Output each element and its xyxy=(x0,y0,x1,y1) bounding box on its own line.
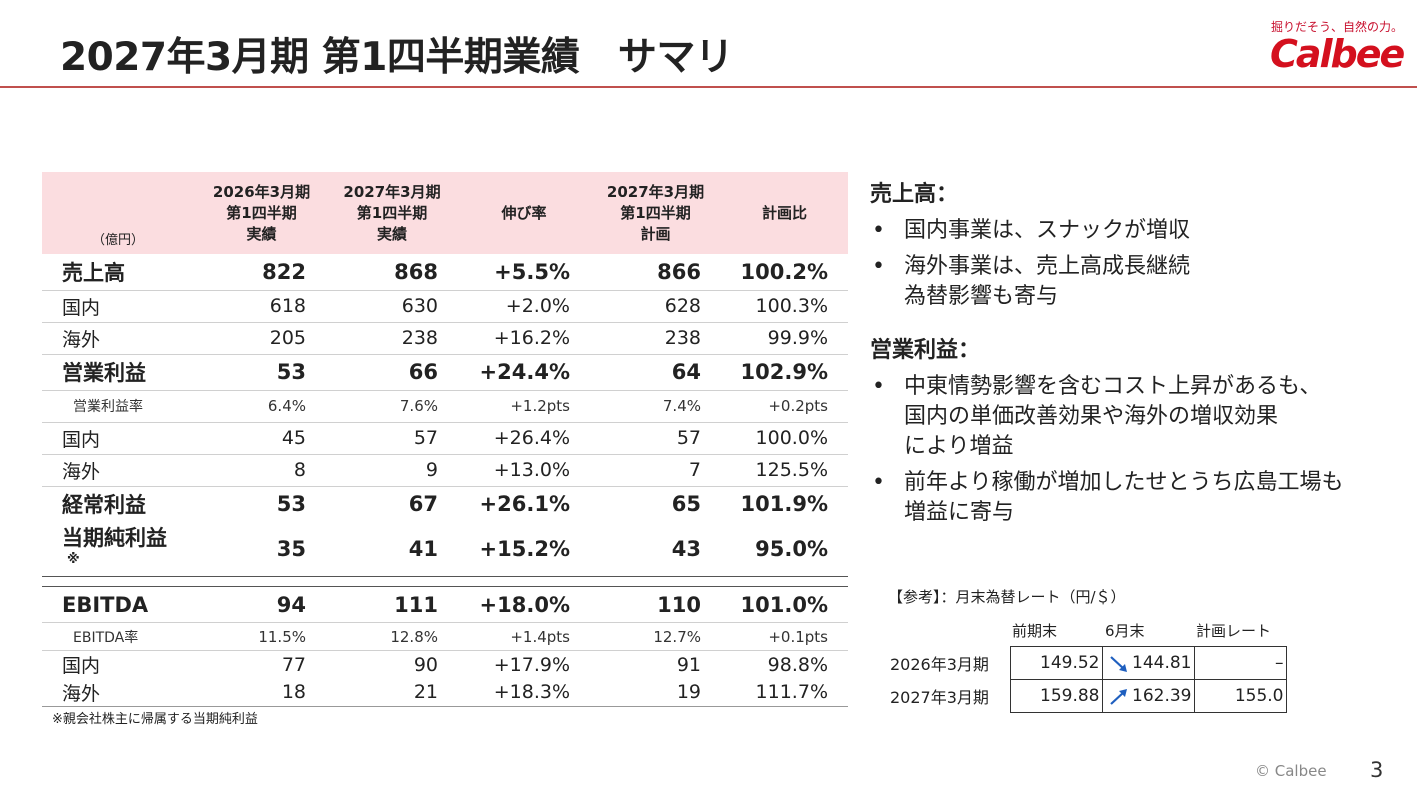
unit-label: （億円） xyxy=(42,172,197,254)
footnote-mark: ※ xyxy=(67,552,80,567)
table-row: 売上高 822 868 +5.5% 866 100.2% xyxy=(42,254,848,291)
bullet-item: 中東情勢影響を含むコスト上昇があるも、 国内の単価改善効果や海外の増収効果 によ… xyxy=(870,372,1410,462)
op-heading: 営業利益： xyxy=(870,338,981,363)
col-header-prev-actual: 2026年3月期 第1四半期 実績 xyxy=(197,172,326,254)
logo-brand: Calbee xyxy=(1270,32,1405,76)
fx-row: 2026年3月期 149.52 144.81 – xyxy=(880,646,1287,680)
table-row: 国内 45 57 +26.4% 57 100.0% xyxy=(42,422,848,455)
bullet-item: 前年より稼働が増加したせとうち広島工場も 増益に寄与 xyxy=(870,468,1410,528)
table-separator xyxy=(42,576,848,587)
table-row: 営業利益率 6.4% 7.6% +1.2pts 7.4% +0.2pts xyxy=(42,390,848,423)
footnote: ※親会社株主に帰属する当期純利益 xyxy=(52,712,258,727)
arrow-up-icon xyxy=(1109,689,1127,705)
sales-heading: 売上高： xyxy=(870,182,959,207)
fx-caption: 【参考】：月末為替レート（円/＄） xyxy=(888,588,1126,606)
table-row: 国内 618 630 +2.0% 628 100.3% xyxy=(42,290,848,323)
fx-header-june: 6月末 xyxy=(1105,622,1145,640)
table-row: 営業利益 53 66 +24.4% 64 102.9% xyxy=(42,353,848,391)
fx-header-plan: 計画レート xyxy=(1196,622,1272,640)
table-row: 当期純利益※ 35 41 +15.2% 43 95.0% xyxy=(62,526,828,567)
results-table: （億円） 2026年3月期 第1四半期 実績 2027年3月期 第1四半期 実績… xyxy=(42,172,848,707)
copyright: © Calbee xyxy=(1255,762,1327,780)
fx-table: 2026年3月期 149.52 144.81 – 2027年3月期 159.88… xyxy=(880,646,1287,713)
table-row: 経常利益 53 67 +26.1% 65 101.9% xyxy=(42,485,848,522)
table-row: 海外 18 21 +18.3% 19 111.7% xyxy=(42,678,848,707)
commentary: 売上高： 国内事業は、スナックが増収 海外事業は、売上高成長継続 為替影響も寄与… xyxy=(870,176,1410,534)
col-header-vs-plan: 計画比 xyxy=(721,172,848,254)
bullet-item: 国内事業は、スナックが増収 xyxy=(870,216,1410,246)
col-header-growth: 伸び率 xyxy=(458,172,590,254)
page-title: 2027年3月期 第1四半期業績 サマリ xyxy=(60,35,734,80)
table-row: EBITDA率 11.5% 12.8% +1.4pts 12.7% +0.1pt… xyxy=(42,622,848,651)
calbee-logo: 掘りだそう、自然の力。 Calbee xyxy=(1260,18,1405,78)
title-divider xyxy=(0,86,1417,88)
table-header-row: （億円） 2026年3月期 第1四半期 実績 2027年3月期 第1四半期 実績… xyxy=(42,172,848,254)
table-row: 海外 8 9 +13.0% 7 125.5% xyxy=(42,454,848,487)
table-row: EBITDA 94 111 +18.0% 110 101.0% xyxy=(42,586,848,623)
fx-row: 2027年3月期 159.88 162.39 155.0 xyxy=(880,679,1287,713)
col-header-curr-actual: 2027年3月期 第1四半期 実績 xyxy=(326,172,458,254)
table-row: 国内 77 90 +17.9% 91 98.8% xyxy=(62,653,828,678)
page-number: 3 xyxy=(1370,758,1384,782)
arrow-down-icon xyxy=(1109,656,1127,672)
col-header-plan: 2027年3月期 第1四半期 計画 xyxy=(590,172,721,254)
fx-header-prev: 前期末 xyxy=(1012,622,1058,640)
bullet-item: 海外事業は、売上高成長継続 為替影響も寄与 xyxy=(870,252,1410,312)
logo-tagline: 掘りだそう、自然の力。 xyxy=(1271,20,1404,34)
table-row: 海外 205 238 +16.2% 238 99.9% xyxy=(42,322,848,355)
